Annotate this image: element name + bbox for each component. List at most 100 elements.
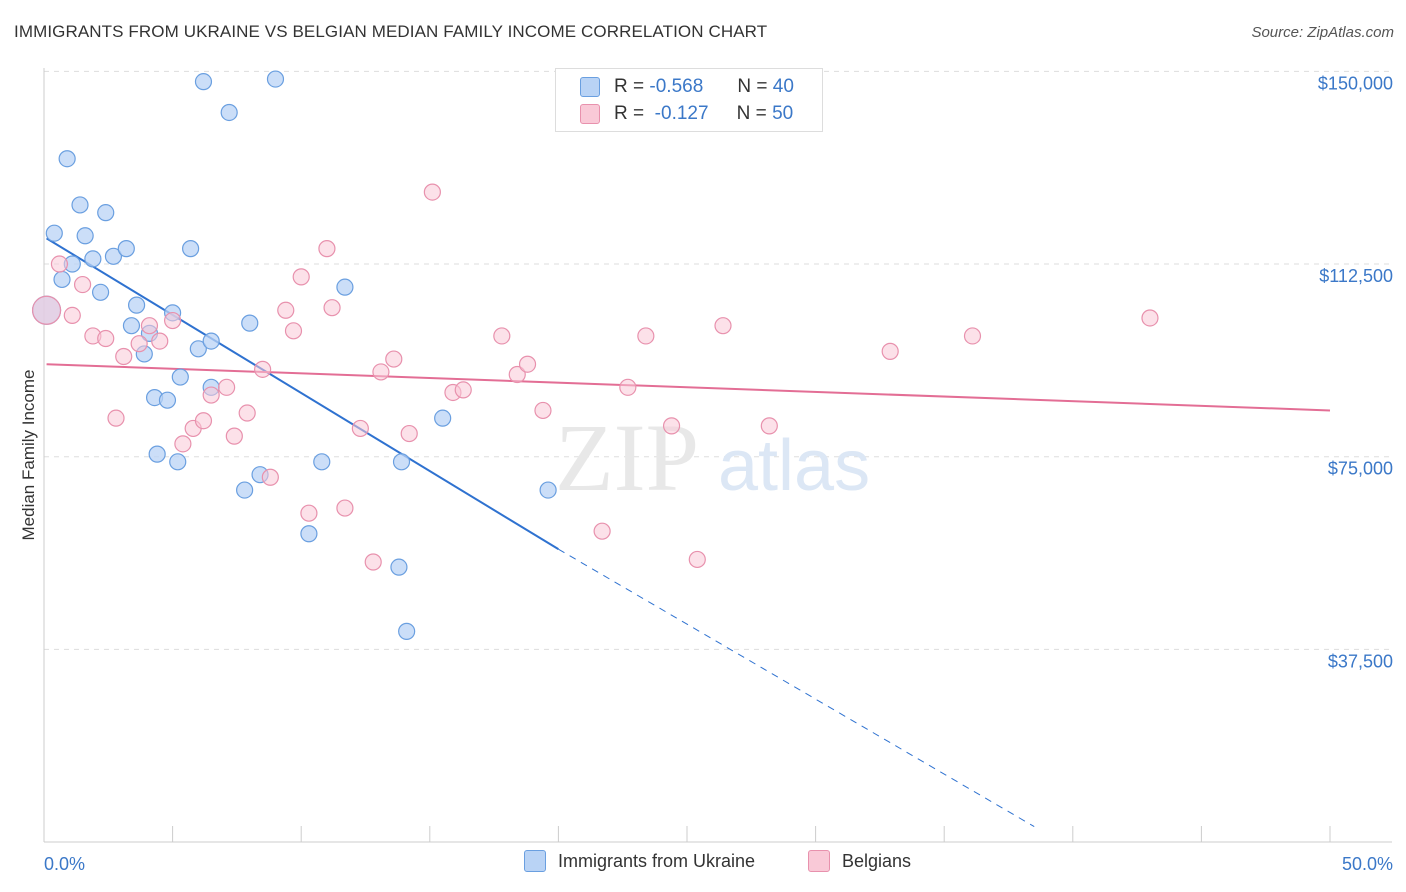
belgian-point [292,268,310,286]
y-axis-label: Median Family Income [19,369,38,540]
bottom-legend-swatch-ukraine [524,850,546,872]
legend-swatch-belgians [580,104,600,124]
bottom-legend-label-ukraine: Immigrants from Ukraine [558,850,756,871]
y-tick-label: $37,500 [1328,651,1393,671]
watermark-atlas: atlas [718,426,870,506]
belgian-point [364,553,382,571]
ukraine-point [122,317,141,335]
scatter-points [31,70,1159,640]
belgian-point [300,504,318,522]
ukraine-point [171,368,189,386]
ukraine-point [91,283,110,301]
belgian-point [385,350,403,368]
ukraine-point [148,445,166,463]
belgian-point [323,299,341,317]
belgian-point [218,378,236,396]
belgian-point [688,550,706,569]
ukraine-point [220,103,238,122]
bottom-legend-ukraine: Immigrants from Ukraine [524,850,755,872]
ukraine-point [236,481,254,499]
belgian-point [254,360,272,378]
ukraine-point [241,314,259,332]
belgian-point [351,419,369,438]
bottom-legend-label-belgians: Belgians [842,850,912,871]
legend-n-label: N = [737,76,768,97]
legend-n-value-ukraine: 40 [772,76,794,97]
belgian-point [454,381,472,399]
y-tick-label: $112,500 [1319,266,1393,286]
ukraine-point [434,409,452,427]
stats-legend: R = -0.568 N = 40 R = -0.127 N = 50 [555,68,823,132]
belgian-point [50,255,69,273]
legend-r-label: R = [614,76,645,97]
belgian-point [619,378,637,396]
belgian-point [225,427,243,445]
ukraine-point [313,453,331,471]
ukraine-point [76,227,94,245]
ukraine-point [169,453,187,471]
belgian-point [31,295,62,325]
belgian-point [372,363,390,381]
x-tick-label-max: 50.0% [1342,854,1393,874]
x-axis-ticks [43,826,1331,842]
ukraine-point [202,332,220,350]
legend-row-ukraine: R = -0.568 N = 40 [580,74,794,100]
belgian-point [164,311,182,330]
chart-source: Source: ZipAtlas.com [1251,24,1394,41]
ukraine-point [189,340,207,358]
ukraine-point [84,250,102,268]
belgian-point [202,386,220,404]
ukraine-point [390,558,408,576]
y-axis-tick-labels: $37,500 $75,000 $112,500 $150,000 [1318,73,1393,671]
belgian-point [261,468,279,486]
trend-line-extension [558,548,1035,828]
ukraine-point [539,481,557,499]
belgian-point [518,355,537,373]
ukraine-point [300,525,318,543]
ukraine-point [194,73,213,91]
belgian-point [97,329,115,348]
chart-title: IMMIGRANTS FROM UKRAINE VS BELGIAN MEDIA… [14,22,768,41]
belgian-point [534,401,552,420]
legend-swatch-ukraine [580,77,600,97]
trend-lines [46,237,1331,828]
belgian-point [194,412,213,430]
belgian-point [760,417,778,435]
belgian-point [277,301,295,319]
belgian-point [662,417,681,435]
belgian-point [423,183,441,201]
belgian-point [140,317,159,335]
belgian-point [284,322,303,340]
belgian-point [174,435,192,453]
belgian-point [318,240,336,258]
belgian-point [336,499,354,517]
ukraine-point [45,224,63,242]
ukraine-point [97,204,115,222]
belgian-point [1141,309,1159,327]
belgian-point [593,522,611,540]
belgian-point [963,327,982,345]
belgian-point [151,332,169,350]
ukraine-point [158,391,177,409]
ukraine-point [266,70,285,88]
y-tick-label: $75,000 [1328,459,1393,479]
belgian-point [115,347,133,366]
ukraine-point [127,296,146,314]
bottom-legend-belgians: Belgians [808,850,911,872]
belgian-point [130,335,148,353]
ukraine-point [336,278,354,296]
ukraine-point [117,240,135,258]
legend-r-value-belgians: -0.127 [654,103,709,124]
legend-row-belgians: R = -0.127 N = 50 [580,101,793,127]
belgian-point [238,404,256,422]
belgian-point [881,342,899,360]
belgian-point [637,327,655,345]
watermark: ZIP atlas [555,404,870,511]
legend-n-value-belgians: 50 [772,103,794,124]
ukraine-point [58,150,76,168]
bottom-legend-swatch-belgians [808,850,830,872]
y-tick-label: $150,000 [1318,73,1393,93]
ukraine-point [104,247,123,265]
belgian-point [400,424,418,443]
